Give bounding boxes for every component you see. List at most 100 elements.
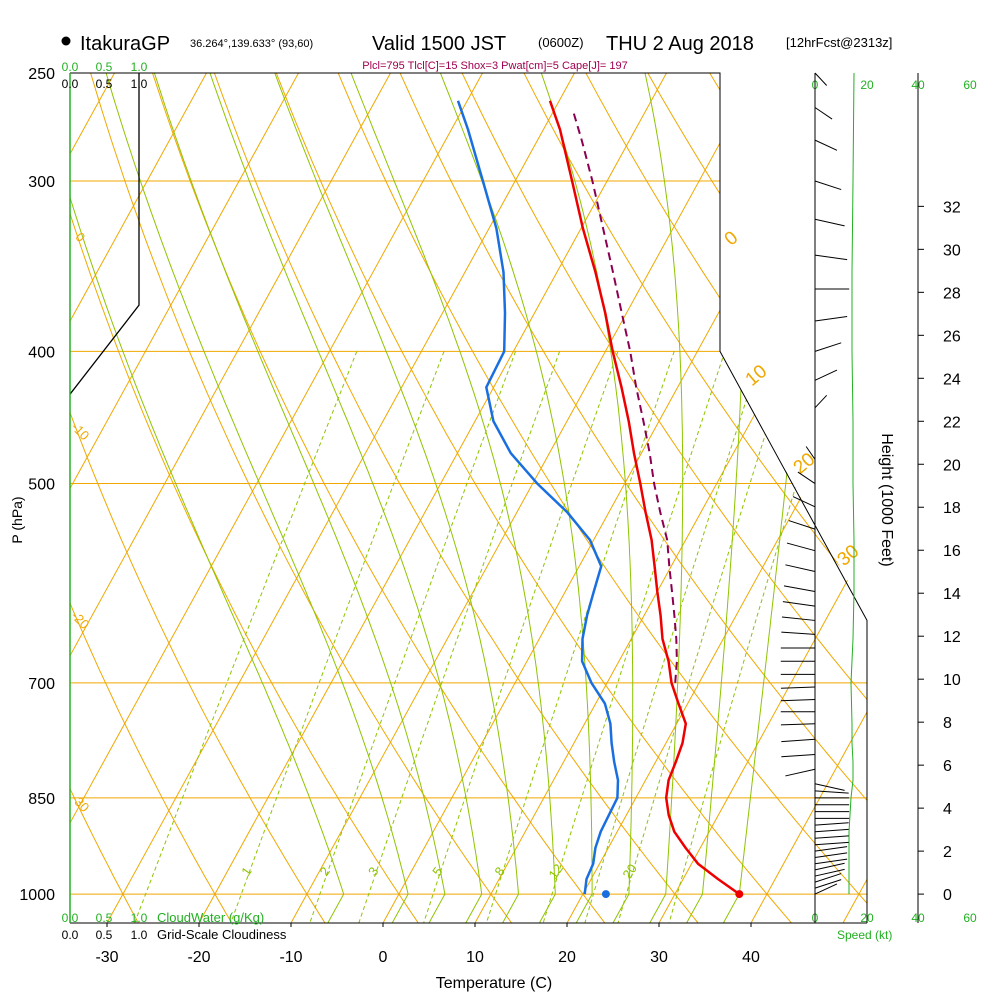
moist-adiabat-label: 10 — [742, 361, 772, 391]
dry-adiabat — [214, 73, 698, 923]
moist-adiabat — [723, 73, 819, 923]
temperature-tick-label: -30 — [95, 949, 118, 966]
height-tick-label: 30 — [943, 242, 961, 259]
dry-adiabat-label: 0 — [72, 229, 88, 245]
mixing-ratio-line — [669, 351, 837, 923]
wind-barb — [782, 617, 815, 620]
moist-adiabat — [154, 73, 445, 923]
mixing-ratio-line — [359, 351, 560, 923]
dry-adiabat — [91, 73, 512, 923]
valid-time: Valid 1500 JST — [372, 33, 506, 55]
valid-zulu: (0600Z) — [538, 35, 584, 50]
wind-barb — [787, 543, 815, 551]
wind-barb — [815, 853, 847, 858]
station-coords: 36.264°,139.633° (93,60) — [190, 38, 313, 50]
cloudiness-top-tick: 0.5 — [96, 77, 113, 91]
height-tick-label: 32 — [943, 199, 961, 216]
mixing-ratio-line — [543, 351, 725, 923]
wind-barb — [815, 884, 837, 894]
wind-barb — [815, 823, 849, 825]
height-tick-label: 6 — [943, 758, 952, 775]
height-tick-label: 8 — [943, 715, 952, 732]
cloudiness-top-tick: 1.0 — [131, 77, 148, 91]
wind-barb — [781, 687, 815, 688]
cloudwater-bottom-tick: 1.0 — [131, 911, 148, 925]
wind-barb — [815, 343, 841, 352]
height-tick-label: 18 — [943, 500, 961, 517]
isotherm-line — [199, 73, 667, 923]
temperature-tick-label: 20 — [558, 949, 576, 966]
plot-frame — [70, 73, 867, 923]
dry-adiabat — [586, 73, 1000, 923]
temperature-tick-label: -20 — [187, 949, 210, 966]
wind-barb — [815, 108, 832, 120]
thermo-background — [0, 73, 1000, 923]
moist-adiabat-label: 30 — [834, 541, 864, 571]
height-tick-label: 10 — [943, 672, 961, 689]
wind-barb — [781, 754, 815, 756]
wind-barb — [815, 859, 847, 864]
wind-barb — [789, 521, 815, 530]
temperature-tick-label: -10 — [279, 949, 302, 966]
pressure-tick-label: 250 — [28, 66, 55, 83]
cloudiness-top-tick: 0.0 — [62, 77, 79, 91]
wind-speed-profile-line — [849, 73, 854, 894]
mixing-ratio-line — [310, 351, 516, 923]
height-tick-label: 0 — [943, 887, 952, 904]
mixing-ratio-label: 1 — [238, 864, 254, 879]
height-tick-label: 14 — [943, 586, 961, 603]
wind-barb — [781, 739, 815, 741]
wind-barb — [815, 316, 847, 321]
wind-barb — [815, 219, 845, 226]
valid-date: THU 2 Aug 2018 — [606, 33, 754, 55]
wind-barb — [815, 140, 837, 150]
pressure-tick-label: 700 — [28, 676, 55, 693]
wind-barb — [815, 842, 849, 844]
wind-speed-bottom-tick: 20 — [860, 911, 874, 925]
cloudiness-bottom-tick: 0.5 — [96, 928, 113, 942]
wind-barb — [781, 724, 815, 725]
wind-barb — [783, 602, 815, 607]
moist-adiabat — [541, 73, 632, 923]
temperature-tick-label: 40 — [742, 949, 760, 966]
dry-adiabat-label: -30 — [68, 791, 92, 815]
moist-adiabat — [275, 73, 519, 923]
wind-barb — [815, 181, 841, 190]
wind-speed-top-tick: 20 — [860, 78, 874, 92]
chart-frame-line — [70, 73, 867, 923]
mixing-ratio-line — [231, 351, 444, 923]
dry-adiabat — [276, 73, 791, 923]
mixing-ratio-label: 12 — [545, 861, 566, 881]
dry-adiabat — [338, 73, 885, 923]
height-axis-title: Height (1000 Feet) — [878, 433, 895, 566]
wind-barb — [781, 632, 815, 634]
cloudwater-bottom-tick: 0.5 — [96, 911, 113, 925]
wind-barb — [815, 395, 827, 407]
forecast-info: [12hrFcst@2313z] — [786, 35, 892, 50]
temperature-tick-label: 30 — [650, 949, 668, 966]
pressure-tick-label: 400 — [28, 344, 55, 361]
pressure-tick-label: 1000 — [19, 887, 55, 904]
mixing-ratio-label: 20 — [619, 861, 640, 881]
surface-temperature-marker — [735, 890, 743, 898]
isotherm-line — [291, 73, 759, 923]
wind-barb — [815, 836, 849, 838]
height-tick-label: 2 — [943, 844, 952, 861]
isotherm-line — [751, 73, 1000, 923]
cloudwater-bottom-tick: 0.0 — [62, 911, 79, 925]
isotherm-line — [475, 73, 943, 923]
moist-adiabat — [440, 73, 592, 923]
x-axis-title: Temperature (C) — [436, 975, 552, 992]
height-tick-label: 22 — [943, 414, 961, 431]
dry-adiabat — [462, 73, 1000, 923]
wind-barb — [784, 586, 815, 592]
cloudwater-axis-label: CloudWater (g/Kg) — [157, 910, 264, 925]
temperature-tick-label: 0 — [379, 949, 388, 966]
wind-barb — [785, 769, 815, 776]
temperature-tick-label: 10 — [466, 949, 484, 966]
wind-barb — [815, 784, 845, 791]
wind-speed-bottom-tick: 60 — [963, 911, 977, 925]
dry-adiabat — [524, 73, 1000, 923]
